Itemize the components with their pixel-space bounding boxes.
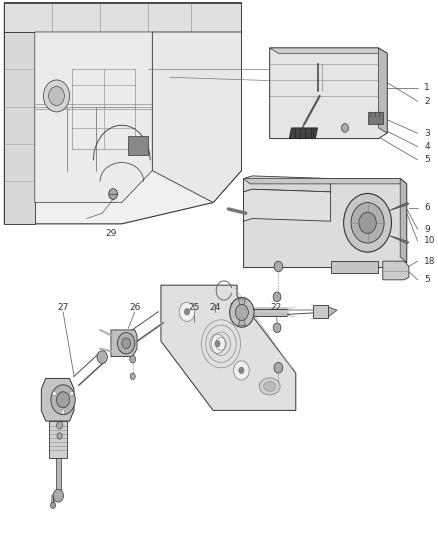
Polygon shape [270, 48, 387, 53]
Ellipse shape [264, 382, 276, 391]
Circle shape [235, 304, 248, 320]
Circle shape [233, 361, 249, 380]
Polygon shape [152, 32, 241, 203]
Text: 6: 6 [424, 204, 430, 212]
Circle shape [342, 124, 348, 132]
Polygon shape [49, 421, 67, 458]
Ellipse shape [259, 378, 280, 395]
Text: 27: 27 [57, 303, 69, 312]
Polygon shape [4, 3, 241, 224]
Text: 2: 2 [424, 97, 430, 106]
Text: 3: 3 [424, 129, 430, 138]
Circle shape [344, 193, 392, 252]
Text: 29: 29 [105, 229, 117, 238]
Circle shape [109, 189, 117, 199]
Polygon shape [238, 299, 245, 304]
Text: 22: 22 [271, 303, 282, 312]
Polygon shape [111, 330, 137, 357]
Text: 5: 5 [424, 156, 430, 164]
Circle shape [57, 392, 70, 408]
Circle shape [122, 338, 131, 349]
Text: 26: 26 [129, 303, 141, 312]
Text: 10: 10 [424, 237, 436, 245]
Polygon shape [367, 112, 383, 124]
Circle shape [49, 86, 64, 106]
Text: 24: 24 [210, 303, 221, 312]
Polygon shape [389, 203, 409, 211]
Polygon shape [289, 128, 318, 139]
Polygon shape [328, 307, 337, 317]
Circle shape [53, 489, 64, 502]
Circle shape [130, 356, 136, 363]
Circle shape [117, 333, 135, 354]
Polygon shape [128, 136, 148, 155]
Text: 23: 23 [229, 303, 240, 312]
Circle shape [239, 367, 244, 374]
Circle shape [210, 334, 225, 353]
Polygon shape [244, 179, 407, 268]
Text: 9: 9 [424, 225, 430, 233]
Polygon shape [331, 261, 378, 273]
Circle shape [51, 385, 75, 415]
Circle shape [130, 373, 135, 379]
Polygon shape [244, 176, 331, 192]
Circle shape [274, 261, 283, 272]
Circle shape [61, 410, 65, 414]
Polygon shape [35, 32, 152, 203]
Text: 5: 5 [424, 276, 430, 284]
Polygon shape [378, 48, 387, 133]
Circle shape [274, 362, 283, 373]
Text: 18: 18 [424, 257, 436, 265]
Polygon shape [270, 48, 387, 139]
Polygon shape [41, 378, 74, 421]
Polygon shape [389, 236, 409, 244]
Polygon shape [244, 189, 331, 221]
Text: 25: 25 [188, 303, 199, 312]
Circle shape [215, 341, 220, 347]
Text: 1: 1 [424, 84, 430, 92]
Circle shape [53, 391, 56, 395]
Circle shape [70, 391, 74, 395]
Circle shape [184, 309, 190, 315]
Polygon shape [4, 3, 241, 32]
Text: 4: 4 [424, 142, 430, 151]
Polygon shape [238, 320, 245, 326]
Circle shape [179, 302, 195, 321]
Circle shape [230, 297, 254, 327]
Circle shape [57, 422, 63, 429]
Circle shape [273, 292, 281, 302]
Circle shape [359, 212, 376, 233]
Polygon shape [4, 32, 35, 224]
Polygon shape [161, 285, 296, 410]
Circle shape [57, 433, 62, 439]
Polygon shape [56, 458, 61, 493]
Circle shape [97, 351, 107, 364]
Polygon shape [400, 179, 407, 262]
Polygon shape [383, 261, 409, 280]
Circle shape [351, 203, 384, 243]
Polygon shape [313, 305, 328, 318]
Polygon shape [244, 179, 407, 184]
Circle shape [43, 80, 70, 112]
Circle shape [273, 323, 281, 333]
Circle shape [50, 502, 56, 508]
